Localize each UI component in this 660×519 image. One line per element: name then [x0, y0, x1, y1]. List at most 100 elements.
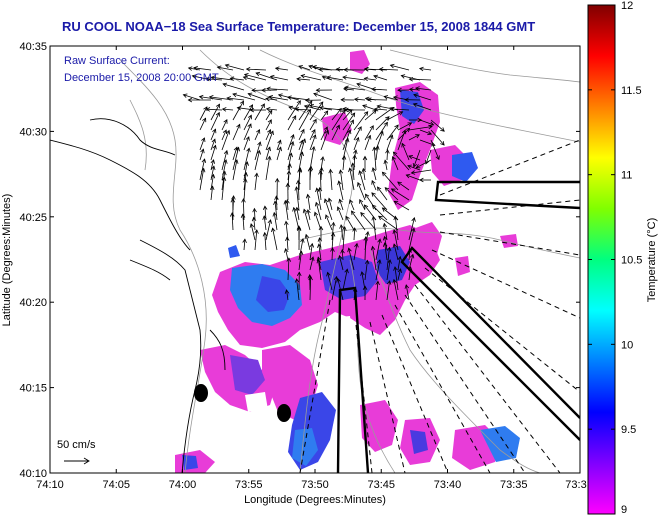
current-arrow	[390, 108, 410, 111]
current-arrow	[232, 159, 238, 181]
current-arrow	[342, 269, 348, 291]
current-arrow-head	[392, 95, 398, 100]
current-arrow-head	[311, 145, 316, 151]
current-arrow-head	[247, 114, 252, 120]
current-arrow-head	[319, 101, 324, 106]
current-arrow	[408, 254, 414, 271]
current-arrow-head	[428, 124, 433, 130]
current-arrow-head	[398, 111, 404, 116]
current-arrow-head	[336, 206, 342, 211]
current-arrow	[232, 93, 256, 101]
current-arrow-head	[412, 162, 418, 168]
station-marker	[277, 404, 291, 422]
current-arrow-head	[386, 280, 392, 285]
current-arrow	[309, 119, 317, 131]
current-arrow	[397, 256, 401, 271]
current-arrow-head	[318, 169, 323, 175]
current-arrow	[349, 199, 355, 211]
current-arrow	[270, 76, 289, 81]
current-arrow	[375, 107, 394, 121]
current-arrow-head	[337, 107, 342, 113]
region-outlines	[336, 180, 580, 473]
current-arrow-head	[358, 170, 363, 175]
current-arrow	[296, 186, 300, 211]
current-arrow-head	[299, 151, 304, 157]
current-arrow-head	[345, 215, 350, 221]
current-arrow	[192, 75, 212, 81]
current-arrow-head	[298, 250, 304, 256]
current-arrow-head	[269, 130, 274, 136]
current-arrow-head	[339, 224, 344, 229]
current-arrow	[353, 243, 358, 261]
current-arrow	[353, 126, 362, 141]
current-arrow	[254, 150, 260, 171]
current-arrow-head	[371, 179, 376, 185]
current-arrow-head	[306, 209, 311, 214]
current-arrow	[341, 249, 344, 261]
current-arrow-head	[375, 145, 380, 150]
current-arrow-head	[353, 97, 359, 102]
current-arrow	[287, 96, 311, 101]
colorbar-tick-label: 10	[621, 339, 633, 351]
current-arrow	[232, 124, 241, 141]
current-arrow	[343, 88, 355, 91]
current-arrow-head	[210, 159, 215, 164]
current-arrow	[313, 93, 333, 101]
current-arrow-head	[385, 148, 390, 154]
legend-line-1: Raw Surface Current:	[64, 55, 170, 67]
current-arrow-head	[382, 222, 388, 228]
current-arrow	[309, 243, 313, 261]
current-arrow-head	[352, 287, 358, 292]
current-arrow-head	[335, 124, 340, 130]
current-arrow	[183, 94, 201, 101]
current-arrow	[371, 192, 388, 211]
current-arrow	[344, 87, 366, 91]
current-arrow	[339, 199, 344, 211]
current-arrow	[263, 215, 267, 231]
current-arrow	[298, 100, 313, 121]
current-arrow-head	[210, 173, 216, 179]
current-arrow	[298, 238, 304, 261]
current-arrow	[264, 232, 267, 251]
current-arrow	[296, 278, 300, 301]
current-arrow	[364, 125, 374, 141]
current-arrow	[357, 182, 366, 201]
colorbar-tick-label: 10.5	[621, 255, 642, 267]
current-arrow	[319, 170, 322, 191]
x-tick-label: 73:55	[235, 479, 263, 491]
current-arrow-head	[381, 171, 387, 177]
current-arrow-head	[232, 92, 237, 98]
current-arrow	[386, 135, 393, 151]
current-arrow	[320, 110, 329, 121]
current-arrow	[254, 208, 256, 221]
current-arrow	[416, 159, 432, 169]
current-arrow-head	[384, 187, 390, 192]
current-arrow	[254, 141, 261, 161]
current-arrow	[298, 129, 305, 141]
sst-field	[175, 50, 520, 473]
current-arrow-head	[254, 172, 259, 178]
current-arrow-head	[233, 159, 239, 164]
current-arrow-head	[412, 102, 418, 108]
current-arrow	[265, 119, 272, 131]
current-arrow	[254, 173, 258, 191]
current-arrow	[430, 119, 445, 132]
current-arrow	[353, 137, 359, 151]
current-arrow-head	[243, 178, 248, 183]
current-arrow-head	[203, 106, 208, 111]
current-arrow-head	[325, 214, 330, 220]
current-arrow	[384, 236, 388, 251]
current-arrow	[372, 167, 377, 181]
x-tick-label: 73:35	[500, 479, 528, 491]
current-arrow-head	[405, 174, 411, 179]
current-arrow-head	[265, 107, 271, 112]
current-arrow-head	[284, 289, 290, 294]
current-arrow	[345, 216, 355, 231]
current-arrow-head	[362, 155, 368, 161]
current-arrow-head	[304, 98, 310, 103]
current-arrow-head	[319, 166, 324, 172]
current-arrow	[340, 224, 344, 241]
current-arrow-head	[377, 238, 382, 244]
current-arrow	[221, 150, 228, 171]
current-arrow-head	[364, 96, 370, 102]
